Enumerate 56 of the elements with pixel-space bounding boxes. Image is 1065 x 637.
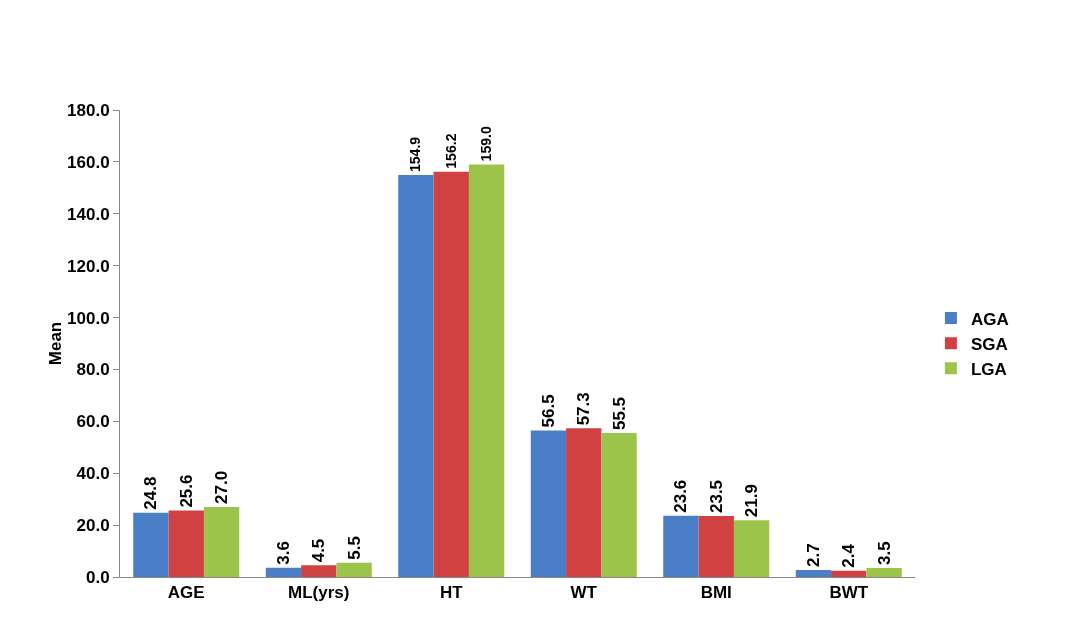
data-label: 24.8 xyxy=(141,476,161,510)
x-tick-label: AGE xyxy=(167,583,205,603)
bar xyxy=(265,567,302,577)
bar xyxy=(601,433,637,577)
data-label: 4.5 xyxy=(309,538,329,563)
x-tick-label: BWT xyxy=(829,583,869,603)
data-label: 23.5 xyxy=(706,479,726,514)
data-label: 5.5 xyxy=(344,536,364,560)
bar xyxy=(698,516,734,577)
bar xyxy=(663,515,699,577)
bar xyxy=(336,562,372,577)
data-label: 154.9 xyxy=(407,136,424,173)
y-tick-label: 60.0 xyxy=(76,412,110,432)
data-label: 55.5 xyxy=(609,396,629,431)
data-label: 21.9 xyxy=(742,484,762,518)
data-label: 57.3 xyxy=(574,392,594,426)
legend-label: SGA xyxy=(970,334,1008,354)
y-axis-title: Mean xyxy=(46,321,66,366)
data-label: 3.5 xyxy=(874,541,894,565)
bar xyxy=(866,567,902,577)
data-label: 2.4 xyxy=(839,543,859,568)
bar xyxy=(203,506,240,577)
data-label: 3.6 xyxy=(273,541,293,565)
x-tick-label: ML(yrs) xyxy=(288,583,350,603)
bar xyxy=(733,520,770,577)
bar xyxy=(433,171,469,577)
x-tick-label: BMI xyxy=(700,583,732,603)
bar xyxy=(168,510,204,577)
data-label: 23.6 xyxy=(671,479,691,513)
data-label: 156.2 xyxy=(442,133,459,169)
bar xyxy=(398,175,434,577)
bar xyxy=(468,164,505,577)
bar xyxy=(530,430,567,577)
y-tick-label: 180.0 xyxy=(67,100,110,120)
x-tick-label: HT xyxy=(439,583,464,603)
data-label: 2.7 xyxy=(803,543,823,567)
y-tick-label: 140.0 xyxy=(67,204,110,224)
bar xyxy=(566,428,602,577)
y-tick-label: 80.0 xyxy=(76,360,110,380)
legend-label: LGA xyxy=(970,359,1007,379)
bar xyxy=(133,512,169,577)
bar xyxy=(301,565,337,577)
y-tick-label: 160.0 xyxy=(67,152,110,172)
data-label: 25.6 xyxy=(176,474,196,508)
data-label: 159.0 xyxy=(478,126,495,162)
y-tick-label: 0.0 xyxy=(85,567,110,587)
y-tick-label: 120.0 xyxy=(67,256,110,276)
y-tick-label: 100.0 xyxy=(67,308,110,328)
data-label: 56.5 xyxy=(538,394,558,428)
data-label: 27.0 xyxy=(212,470,232,504)
x-tick-label: WT xyxy=(570,583,598,603)
bar xyxy=(795,570,832,577)
y-tick-label: 20.0 xyxy=(76,516,110,536)
y-tick-label: 40.0 xyxy=(76,464,110,484)
bar xyxy=(831,570,867,577)
legend-label: AGA xyxy=(970,309,1009,329)
